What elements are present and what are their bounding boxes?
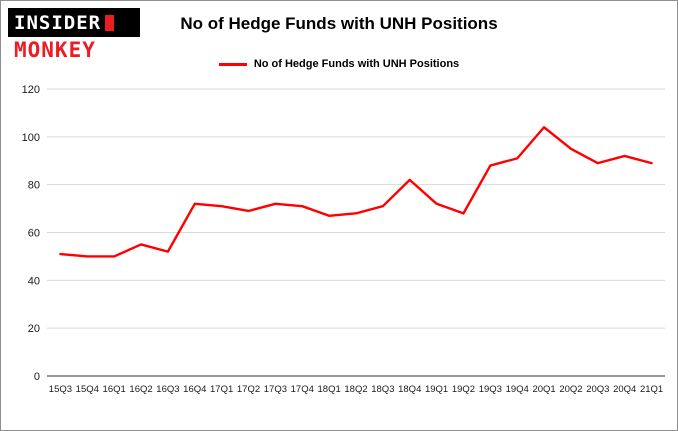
x-tick-label: 16Q3 <box>156 384 179 395</box>
insider-monkey-logo: INSIDER MONKEY <box>8 8 140 63</box>
legend-line-swatch <box>218 62 247 66</box>
x-tick-label: 15Q3 <box>49 384 72 395</box>
y-tick-label: 0 <box>34 371 40 383</box>
logo-cursor-icon <box>105 15 115 31</box>
chart-title: No of Hedge Funds with UNH Positions <box>180 14 498 33</box>
logo-monkey-text: MONKEY <box>14 38 96 62</box>
x-tick-label: 20Q1 <box>532 384 555 395</box>
x-tick-label: 17Q3 <box>264 384 287 395</box>
logo-insider-text: INSIDER <box>14 12 102 34</box>
y-tick-label: 40 <box>28 275 40 287</box>
legend-label: No of Hedge Funds with UNH Positions <box>253 58 460 70</box>
y-tick-label: 80 <box>28 180 40 192</box>
y-tick-label: 60 <box>28 228 40 240</box>
legend: No of Hedge Funds with UNH Positions <box>1 58 677 70</box>
x-tick-label: 18Q1 <box>318 384 341 395</box>
series-line <box>59 126 653 258</box>
x-tick-label: 17Q1 <box>210 384 233 395</box>
x-tick-label: 17Q4 <box>291 384 314 395</box>
x-tick-label: 19Q3 <box>479 384 502 395</box>
x-tick-label: 18Q4 <box>398 384 421 395</box>
logo-insider-row: INSIDER <box>8 8 140 37</box>
x-tick-label: 17Q2 <box>237 384 260 395</box>
x-tick-label: 19Q1 <box>425 384 448 395</box>
x-tick-label: 16Q1 <box>103 384 126 395</box>
x-tick-label: 18Q2 <box>344 384 367 395</box>
x-tick-label: 16Q2 <box>129 384 152 395</box>
y-tick-label: 20 <box>28 323 40 335</box>
y-tick-label: 120 <box>22 84 40 96</box>
x-tick-label: 21Q1 <box>640 384 663 395</box>
x-tick-label: 15Q4 <box>76 384 99 395</box>
x-tick-label: 20Q4 <box>613 384 636 395</box>
x-tick-label: 19Q2 <box>452 384 475 395</box>
y-tick-label: 100 <box>22 132 40 144</box>
x-tick-label: 16Q4 <box>183 384 206 395</box>
x-tick-label: 19Q4 <box>506 384 529 395</box>
x-tick-label: 20Q3 <box>586 384 609 395</box>
x-tick-label: 18Q3 <box>371 384 394 395</box>
x-tick-label: 20Q2 <box>559 384 582 395</box>
